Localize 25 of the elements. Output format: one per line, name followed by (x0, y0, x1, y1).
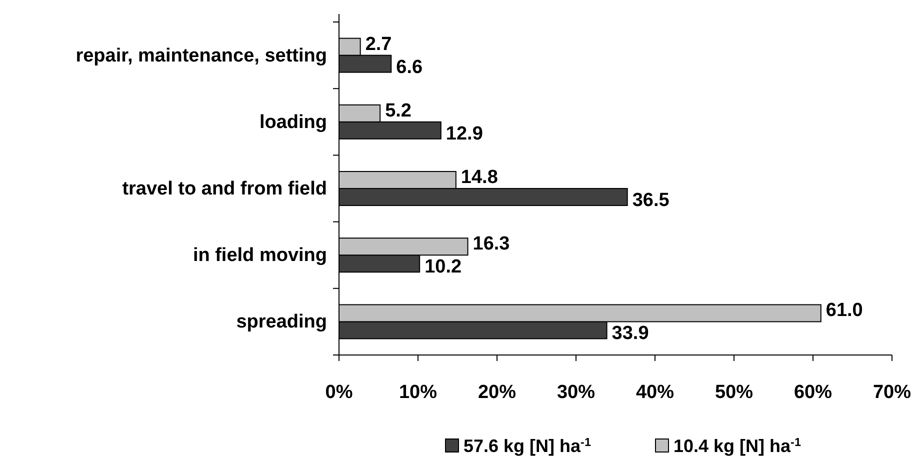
data-label: 33.9 (612, 323, 649, 344)
data-label: 14.8 (460, 167, 498, 188)
x-tick-label: 10% (398, 382, 438, 403)
data-label: 6.6 (396, 56, 423, 78)
data-label: 12.9 (446, 123, 483, 144)
data-label: 2.7 (365, 34, 392, 55)
y-tick-label: loading (259, 112, 327, 133)
data-label: 10.2 (424, 256, 462, 278)
data-label: 61.0 (826, 300, 863, 322)
y-tick-label: in field moving (192, 245, 327, 266)
x-tick-label: 20% (478, 382, 516, 403)
x-tick-label: 70% (872, 382, 912, 403)
y-tick-label: repair, maintenance, setting (76, 45, 327, 66)
x-tick-label: 30% (556, 382, 596, 403)
data-label: 5.2 (385, 100, 412, 122)
x-tick-label: 50% (714, 382, 754, 403)
y-tick-label: spreading (236, 312, 327, 333)
y-tick-label: travel to and from field (122, 178, 327, 200)
legend-label: 57.6 kg [N] ha$^{-1}$ (464, 436, 592, 456)
data-label: 36.5 (632, 190, 670, 211)
x-tick-label: 0% (325, 382, 353, 403)
x-tick-label: 40% (636, 382, 674, 403)
legend-label: 10.4 kg [N] ha$^{-1}$ (674, 436, 802, 456)
data-label: 16.3 (472, 234, 510, 255)
x-tick-label: 60% (794, 382, 832, 403)
